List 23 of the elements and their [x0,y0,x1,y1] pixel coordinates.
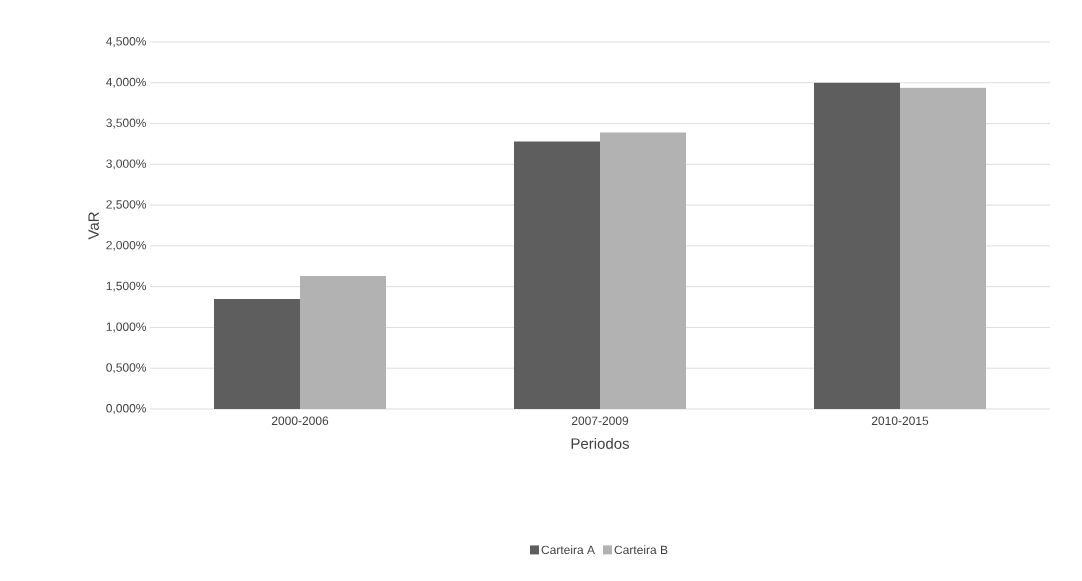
y-tick-label: 3,500% [106,118,147,129]
y-tick-label: 0,500% [106,363,147,374]
legend-label: Carteira B [614,545,668,555]
legend-label: Carteira A [541,545,595,555]
y-tick-label: 3,000% [106,159,147,170]
y-tick-label: 4,000% [106,77,147,88]
x-tick-label: 2000-2006 [271,416,329,426]
bar [300,276,387,409]
bar [514,141,600,409]
y-tick-label: 1,000% [106,322,147,333]
y-axis-title: VaR [88,212,99,240]
y-tick-label: 2,000% [106,240,147,251]
x-axis-title: Periodos [571,437,630,449]
y-tick-label: 2,500% [106,200,147,211]
y-tick-label: 4,500% [106,37,147,47]
bar [814,82,900,409]
x-tick-label: 2007-2009 [571,416,629,426]
bar [600,132,686,409]
y-tick-label: 1,500% [106,281,147,292]
bar [214,298,301,409]
x-tick-label: 2010-2015 [871,416,929,426]
bar [900,87,986,409]
y-tick-label: 0,000% [106,404,147,414]
